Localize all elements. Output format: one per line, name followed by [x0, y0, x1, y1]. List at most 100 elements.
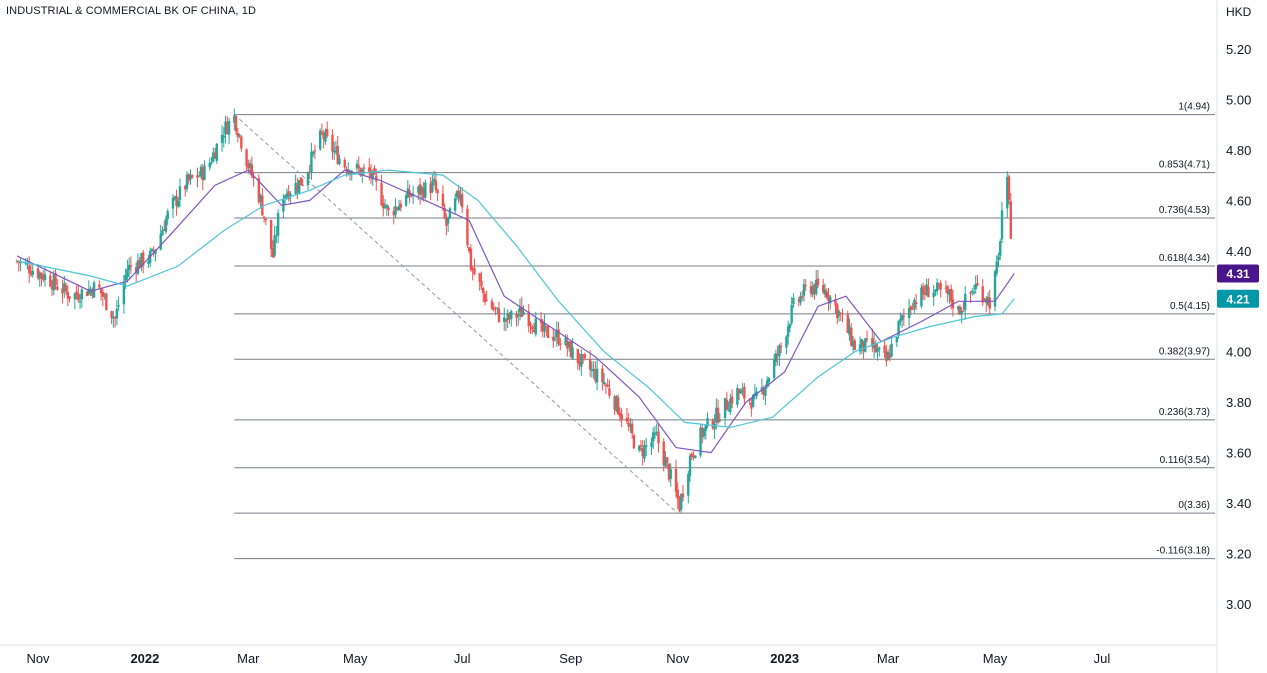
candle-down	[473, 267, 476, 275]
candle-down	[494, 307, 497, 309]
candle-up	[715, 407, 718, 423]
candle-up	[136, 260, 140, 274]
y-tick-label: 4.00	[1226, 345, 1251, 360]
candle-up	[203, 165, 206, 180]
candle-up	[503, 317, 506, 322]
candle-up	[823, 289, 827, 295]
candle-up	[688, 456, 692, 476]
candle-down	[779, 345, 783, 347]
candle-up	[960, 310, 963, 314]
candle-up	[455, 191, 459, 198]
fib-level-label: 0.853(4.71)	[1159, 160, 1210, 171]
candle-down	[825, 291, 828, 298]
price-badge-label: 4.31	[1226, 267, 1250, 281]
candle-down	[54, 273, 57, 286]
candle-up	[199, 166, 203, 177]
candle-up	[872, 342, 876, 349]
candle-down	[252, 176, 255, 179]
time-axis[interactable]: Nov 2022 Mar May Jul Sep Nov 2023 Mar May Jul	[26, 651, 1110, 666]
candle-down	[490, 300, 494, 309]
candle-up	[273, 235, 276, 256]
candle-down	[667, 463, 671, 480]
candle-up	[848, 326, 851, 336]
candle-down	[187, 174, 190, 181]
candle-down	[836, 304, 839, 318]
candle-down	[630, 423, 634, 434]
candle-up	[431, 181, 434, 192]
candle-up	[948, 289, 951, 295]
candle-down	[201, 167, 204, 181]
candle-up	[26, 263, 29, 265]
candle-up	[140, 253, 143, 268]
candle-down	[874, 344, 878, 353]
candle-down	[481, 287, 485, 294]
price-axis[interactable]: 5.205.004.804.604.404.204.003.803.603.40…	[1226, 42, 1251, 612]
candle-up	[553, 338, 557, 340]
candle-up	[212, 152, 215, 162]
candle-up	[424, 182, 427, 198]
candle-up	[765, 380, 769, 387]
fibonacci-retracement[interactable]: 1(4.94) 0.853(4.71) 0.736(4.53) 0.618(4.34)…	[234, 102, 1215, 560]
candle-up	[355, 163, 359, 169]
candle-down	[750, 402, 753, 409]
fib-level-label: 0.618(4.34)	[1159, 253, 1210, 264]
candle-down	[369, 171, 373, 177]
candle-down	[909, 306, 913, 310]
candle-down	[958, 306, 962, 315]
candle-down	[262, 216, 266, 219]
candle-up	[177, 200, 180, 207]
candle-down	[813, 284, 816, 294]
candle-up	[669, 469, 672, 479]
candle-down	[949, 288, 953, 302]
candle-down	[264, 218, 268, 221]
candle-down	[443, 207, 446, 218]
candle-down	[429, 183, 432, 194]
candle-up	[510, 311, 513, 319]
candle-down	[834, 299, 837, 306]
fib-level-label: 0(3.36)	[1178, 500, 1210, 511]
candle-up	[311, 151, 315, 155]
candle-down	[921, 286, 925, 295]
candle-down	[674, 468, 678, 492]
candle-down	[296, 185, 299, 191]
candle-down	[839, 313, 842, 315]
candle-up	[580, 354, 583, 367]
chart-title: INDUSTRIAL & COMMERCIAL BK OF CHINA, 1D	[6, 5, 257, 17]
candle-up	[38, 272, 41, 279]
candle-up	[534, 318, 537, 335]
candle-down	[382, 203, 385, 209]
candle-down	[184, 185, 187, 190]
candle-up	[517, 314, 520, 317]
candle-up	[173, 196, 176, 199]
candle-up	[935, 282, 939, 291]
candle-down	[387, 207, 390, 210]
candle-down	[485, 300, 488, 302]
candle-down	[399, 203, 403, 208]
moving-average-slow-line	[16, 169, 1015, 429]
candle-down	[737, 389, 741, 394]
candle-down	[375, 175, 378, 182]
candle-down	[101, 291, 105, 297]
candle-down	[827, 295, 830, 301]
candle-down	[529, 323, 532, 325]
candle-up	[522, 312, 525, 315]
candle-up	[637, 445, 641, 451]
candle-up	[837, 311, 841, 316]
candle-down	[976, 283, 979, 286]
fib-level-label: 0.5(4.15)	[1170, 301, 1210, 312]
candle-down	[946, 286, 949, 294]
candle-up	[913, 300, 916, 309]
candle-down	[138, 260, 141, 268]
candle-up	[446, 217, 450, 224]
candle-down	[91, 289, 94, 296]
candle-up	[590, 369, 594, 372]
moving-averages	[16, 169, 1015, 454]
candle-down	[483, 293, 487, 303]
x-tick-label: 2023	[770, 651, 799, 666]
candle-down	[809, 286, 813, 294]
candle-up	[112, 316, 115, 319]
candle-down	[61, 288, 64, 294]
candle-up	[704, 424, 707, 431]
candle-up	[420, 187, 424, 193]
